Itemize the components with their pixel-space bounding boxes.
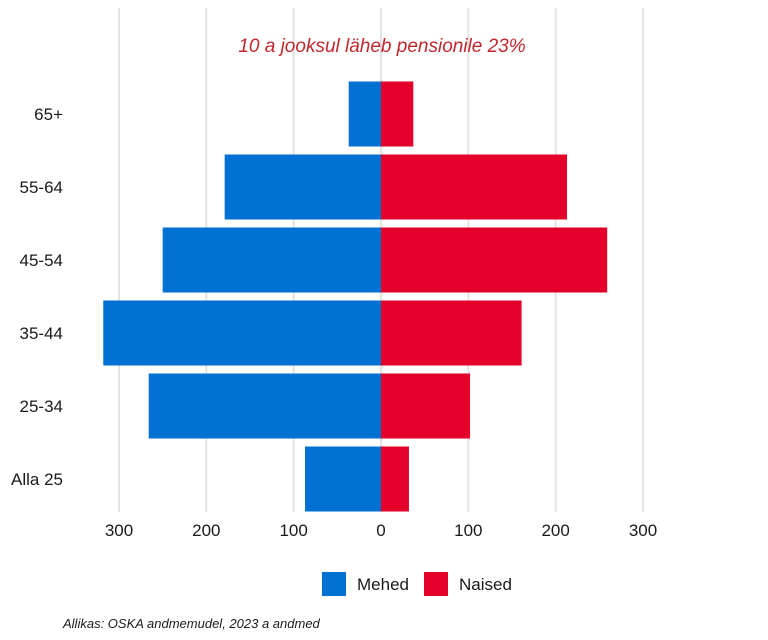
legend-label-mehed: Mehed [357,575,409,594]
bar-mehed-2 [103,300,381,366]
x-tick-label-5: 200 [541,521,569,540]
bar-mehed-0 [305,446,381,512]
bar-mehed-3 [162,227,381,293]
bar-naised-5 [381,81,414,147]
x-tick-label-0: 300 [105,521,133,540]
x-tick-label-4: 100 [454,521,482,540]
y-tick-label-0: Alla 25 [11,470,63,489]
bar-mehed-5 [348,81,381,147]
x-tick-label-6: 300 [629,521,657,540]
bar-naised-4 [381,154,568,220]
y-tick-label-2: 35-44 [20,324,63,343]
y-tick-label-3: 45-54 [20,251,63,270]
bar-mehed-1 [148,373,381,439]
bar-naised-3 [381,227,608,293]
bar-naised-0 [381,446,409,512]
bar-naised-2 [381,300,522,366]
y-tick-label-5: 65+ [34,105,63,124]
legend: Mehed Naised [322,572,512,596]
y-tick-label-1: 25-34 [20,397,63,416]
bar-mehed-4 [224,154,381,220]
chart-annotation: 10 a jooksul läheb pensionile 23% [238,36,525,57]
x-axis-tick-labels: 300 200 100 0 100 200 300 [105,521,657,540]
x-tick-label-3: 0 [376,521,385,540]
legend-swatch-mehed [322,572,346,596]
y-axis-tick-labels: Alla 25 25-34 35-44 45-54 55-64 65+ [11,105,63,489]
x-tick-label-1: 200 [192,521,220,540]
bars [103,81,608,512]
legend-swatch-naised [424,572,448,596]
legend-label-naised: Naised [459,575,512,594]
bar-naised-1 [381,373,471,439]
y-tick-label-4: 55-64 [20,178,63,197]
x-tick-label-2: 100 [279,521,307,540]
source-note: Allikas: OSKA andmemudel, 2023 a andmed [62,616,321,631]
